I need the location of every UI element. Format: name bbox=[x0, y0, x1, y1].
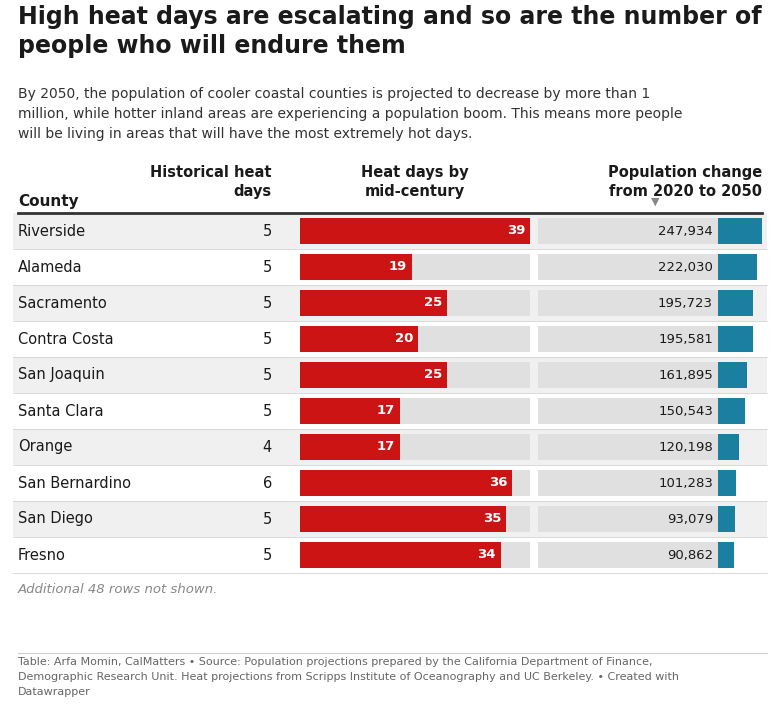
Bar bbox=[300, 362, 448, 388]
Text: 5: 5 bbox=[263, 547, 272, 562]
Text: Population change
from 2020 to 2050: Population change from 2020 to 2050 bbox=[608, 165, 762, 199]
Bar bbox=[300, 290, 448, 316]
Text: 222,030: 222,030 bbox=[658, 260, 713, 273]
Bar bbox=[538, 290, 718, 316]
Text: 20: 20 bbox=[395, 333, 413, 346]
Text: 19: 19 bbox=[388, 260, 407, 273]
Text: Riverside: Riverside bbox=[18, 223, 86, 239]
Text: High heat days are escalating and so are the number of
people who will endure th: High heat days are escalating and so are… bbox=[18, 5, 761, 58]
Bar bbox=[718, 542, 734, 568]
Text: 5: 5 bbox=[263, 260, 272, 275]
Bar bbox=[300, 254, 412, 280]
Bar bbox=[300, 506, 530, 532]
Text: 93,079: 93,079 bbox=[667, 513, 713, 526]
Text: Table: Arfa Momin, CalMatters • Source: Population projections prepared by the C: Table: Arfa Momin, CalMatters • Source: … bbox=[18, 657, 679, 696]
Text: 34: 34 bbox=[477, 549, 495, 562]
Bar bbox=[538, 362, 718, 388]
Bar bbox=[300, 218, 530, 244]
Text: 36: 36 bbox=[489, 476, 507, 489]
Text: 120,198: 120,198 bbox=[658, 440, 713, 453]
Bar bbox=[300, 434, 400, 460]
Bar bbox=[538, 326, 718, 352]
Bar bbox=[538, 254, 718, 280]
Text: Santa Clara: Santa Clara bbox=[18, 403, 104, 419]
Bar bbox=[300, 542, 501, 568]
Bar bbox=[13, 321, 767, 357]
Bar bbox=[300, 290, 530, 316]
Bar bbox=[718, 290, 753, 316]
Bar bbox=[538, 434, 718, 460]
Text: 6: 6 bbox=[263, 476, 272, 490]
Bar bbox=[718, 506, 735, 532]
Bar bbox=[718, 470, 736, 496]
Bar bbox=[538, 542, 718, 568]
Bar bbox=[300, 470, 512, 496]
Text: Additional 48 rows not shown.: Additional 48 rows not shown. bbox=[18, 583, 218, 596]
Bar bbox=[13, 429, 767, 465]
Bar bbox=[13, 465, 767, 501]
Bar bbox=[538, 398, 718, 424]
Bar bbox=[718, 254, 757, 280]
Text: 5: 5 bbox=[263, 403, 272, 419]
Text: 25: 25 bbox=[424, 369, 442, 382]
Text: 17: 17 bbox=[377, 440, 395, 453]
Bar bbox=[718, 434, 739, 460]
Bar bbox=[300, 542, 530, 568]
Text: 5: 5 bbox=[263, 511, 272, 526]
Text: Alameda: Alameda bbox=[18, 260, 83, 275]
Text: Sacramento: Sacramento bbox=[18, 296, 107, 310]
Text: 247,934: 247,934 bbox=[658, 225, 713, 237]
Text: Fresno: Fresno bbox=[18, 547, 66, 562]
Bar bbox=[13, 501, 767, 537]
Text: Historical heat
days: Historical heat days bbox=[151, 165, 272, 199]
Text: 5: 5 bbox=[263, 223, 272, 239]
Text: 5: 5 bbox=[263, 367, 272, 382]
Text: 25: 25 bbox=[424, 296, 442, 309]
Bar bbox=[13, 357, 767, 393]
Bar bbox=[13, 537, 767, 573]
Bar bbox=[300, 326, 418, 352]
Text: San Bernardino: San Bernardino bbox=[18, 476, 131, 490]
Bar bbox=[13, 213, 767, 249]
Text: County: County bbox=[18, 194, 79, 209]
Bar bbox=[718, 218, 762, 244]
Text: By 2050, the population of cooler coastal counties is projected to decrease by m: By 2050, the population of cooler coasta… bbox=[18, 87, 682, 141]
Text: 101,283: 101,283 bbox=[658, 476, 713, 489]
Bar bbox=[13, 393, 767, 429]
Bar bbox=[538, 218, 718, 244]
Bar bbox=[300, 254, 530, 280]
Text: 195,581: 195,581 bbox=[658, 333, 713, 346]
Bar bbox=[300, 398, 400, 424]
Bar bbox=[300, 470, 530, 496]
Text: Contra Costa: Contra Costa bbox=[18, 332, 114, 346]
Text: 4: 4 bbox=[263, 440, 272, 455]
Bar bbox=[300, 434, 530, 460]
Text: 5: 5 bbox=[263, 332, 272, 346]
Text: 161,895: 161,895 bbox=[658, 369, 713, 382]
Bar bbox=[13, 285, 767, 321]
Bar bbox=[300, 398, 530, 424]
Text: 5: 5 bbox=[263, 296, 272, 310]
Bar bbox=[300, 326, 530, 352]
Text: 39: 39 bbox=[507, 225, 525, 237]
Text: San Joaquin: San Joaquin bbox=[18, 367, 105, 382]
Bar bbox=[718, 326, 753, 352]
Text: Heat days by
mid-century: Heat days by mid-century bbox=[361, 165, 469, 199]
Bar bbox=[718, 398, 745, 424]
Bar bbox=[300, 506, 506, 532]
Text: San Diego: San Diego bbox=[18, 511, 93, 526]
Bar bbox=[13, 249, 767, 285]
Text: 35: 35 bbox=[483, 513, 502, 526]
Text: 195,723: 195,723 bbox=[658, 296, 713, 309]
Bar bbox=[300, 362, 530, 388]
Text: 150,543: 150,543 bbox=[658, 404, 713, 417]
Text: 17: 17 bbox=[377, 404, 395, 417]
Text: ▼: ▼ bbox=[651, 197, 659, 207]
Bar bbox=[538, 506, 718, 532]
Bar bbox=[718, 362, 746, 388]
Text: Orange: Orange bbox=[18, 440, 73, 455]
Bar bbox=[538, 470, 718, 496]
Text: 90,862: 90,862 bbox=[667, 549, 713, 562]
Bar bbox=[300, 218, 530, 244]
